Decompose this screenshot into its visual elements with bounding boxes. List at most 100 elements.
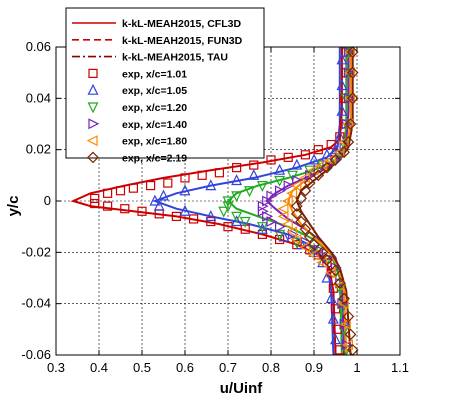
x-tick-label: 0.8 [262,360,280,375]
data-point-square [266,155,276,165]
legend-entry-label: exp, x/c=1.20 [122,102,187,114]
data-point-square [102,201,113,211]
data-point-triangle-up [231,215,243,227]
data-point-diamond [344,328,357,341]
data-point-diamond [290,207,303,220]
data-point-triangle-left [286,187,298,199]
data-point-triangle-down [287,170,298,182]
data-point-diamond [346,66,359,79]
data-point-square [232,163,242,173]
data-point-diamond [295,192,307,205]
x-tick-label: 1 [353,360,360,375]
legend-box [65,7,265,159]
data-point-diamond [295,215,307,228]
data-point-triangle-left [333,146,345,158]
data-point-triangle-up [179,184,191,196]
x-tick-label: 1.1 [391,360,409,375]
data-point-triangle-left [299,241,310,253]
data-point-diamond [342,310,355,323]
legend: k-kL-MEAH2015, CFL3D k-kL-MEAH2015, FUN3D… [65,7,265,164]
data-point-triangle-up [179,204,191,216]
data-point-triangle-down [274,229,286,241]
data-point-triangle-left [86,135,98,147]
data-point-square [206,216,216,227]
data-point-square [115,186,126,196]
data-point-triangle-up [274,163,286,175]
data-point-triangle-left [277,203,289,215]
data-point-triangle-up [321,148,333,160]
y-tick-label: 0.02 [26,142,51,157]
data-point-diamond [303,231,316,243]
y-tick-label: -0.02 [21,244,51,259]
legend-entry-label: exp, x/c=1.05 [122,85,187,97]
data-point-square [180,173,190,183]
data-point-square [275,234,285,245]
data-point-triangle-up [336,104,348,116]
y-tick-label: 0.06 [26,39,51,54]
x-tick-label: 0.9 [305,360,323,375]
data-point-diamond [344,118,357,130]
data-point-square [120,204,130,214]
data-point-triangle-up [308,153,320,165]
data-point-diamond [342,136,355,148]
data-point-triangle-down [218,206,230,218]
y-axis-ticks: -0.06 -0.04 -0.02 0 0.02 0.04 0.06 [21,39,400,362]
data-point-triangle-up [256,222,268,234]
data-point-triangle-left [337,298,349,310]
data-point-square [313,145,323,155]
data-point-triangle-up [321,271,333,283]
data-point-triangle-down [256,222,268,234]
data-point-diamond [329,154,342,166]
data-point-triangle-down [274,175,286,187]
data-point-diamond [346,92,359,105]
data-point-diamond [308,238,320,251]
y-tick-label: -0.04 [21,296,51,311]
data-point-triangle-left [290,180,302,192]
data-point-square [223,222,233,232]
data-point-triangle-right [275,185,286,197]
data-point-square [300,150,310,160]
data-point-diamond [290,200,303,212]
data-point-square [88,68,98,79]
data-point-diamond [299,223,312,236]
data-point-triangle-left [337,136,349,148]
data-point-diamond [321,254,333,266]
legend-entry-label: exp, x/c=1.01 [122,68,187,80]
data-point-triangle-left [339,318,351,330]
data-point-triangle-left [290,234,302,245]
data-point-triangle-up [330,333,341,345]
data-point-diamond [299,184,312,197]
data-point-diamond [321,161,333,174]
data-point-triangle-right [283,180,295,192]
data-point-diamond [329,264,342,277]
x-axis-title: u/Uinf [220,380,263,397]
data-point-triangle-left [281,195,293,207]
data-point-diamond [338,292,350,305]
data-point-triangle-down [256,181,268,192]
data-point-diamond [333,277,346,289]
data-point-square [90,193,100,204]
data-point-triangle-left [277,210,289,222]
data-point-square [214,168,224,178]
data-point-triangle-right [266,216,278,228]
data-point-diamond [87,151,99,164]
data-point-triangle-right [339,139,351,151]
data-point-square [163,178,173,188]
data-point-triangle-up [231,174,243,186]
data-point-square [128,183,138,193]
data-point-triangle-up [248,168,260,180]
data-point-triangle-right [275,221,286,233]
data-point-square [90,198,100,209]
legend-entry-label: k-kL-MEAH2015, TAU [122,52,228,64]
data-point-triangle-up [153,199,165,211]
data-point-triangle-up [327,312,339,324]
data-point-square [137,206,147,216]
data-point-triangle-down [87,102,99,114]
x-tick-label: 0.6 [176,360,194,375]
x-tick-label: 0.3 [47,360,65,375]
data-point-diamond [312,169,325,182]
data-point-triangle-down [304,165,316,177]
data-point-triangle-right [335,277,347,289]
